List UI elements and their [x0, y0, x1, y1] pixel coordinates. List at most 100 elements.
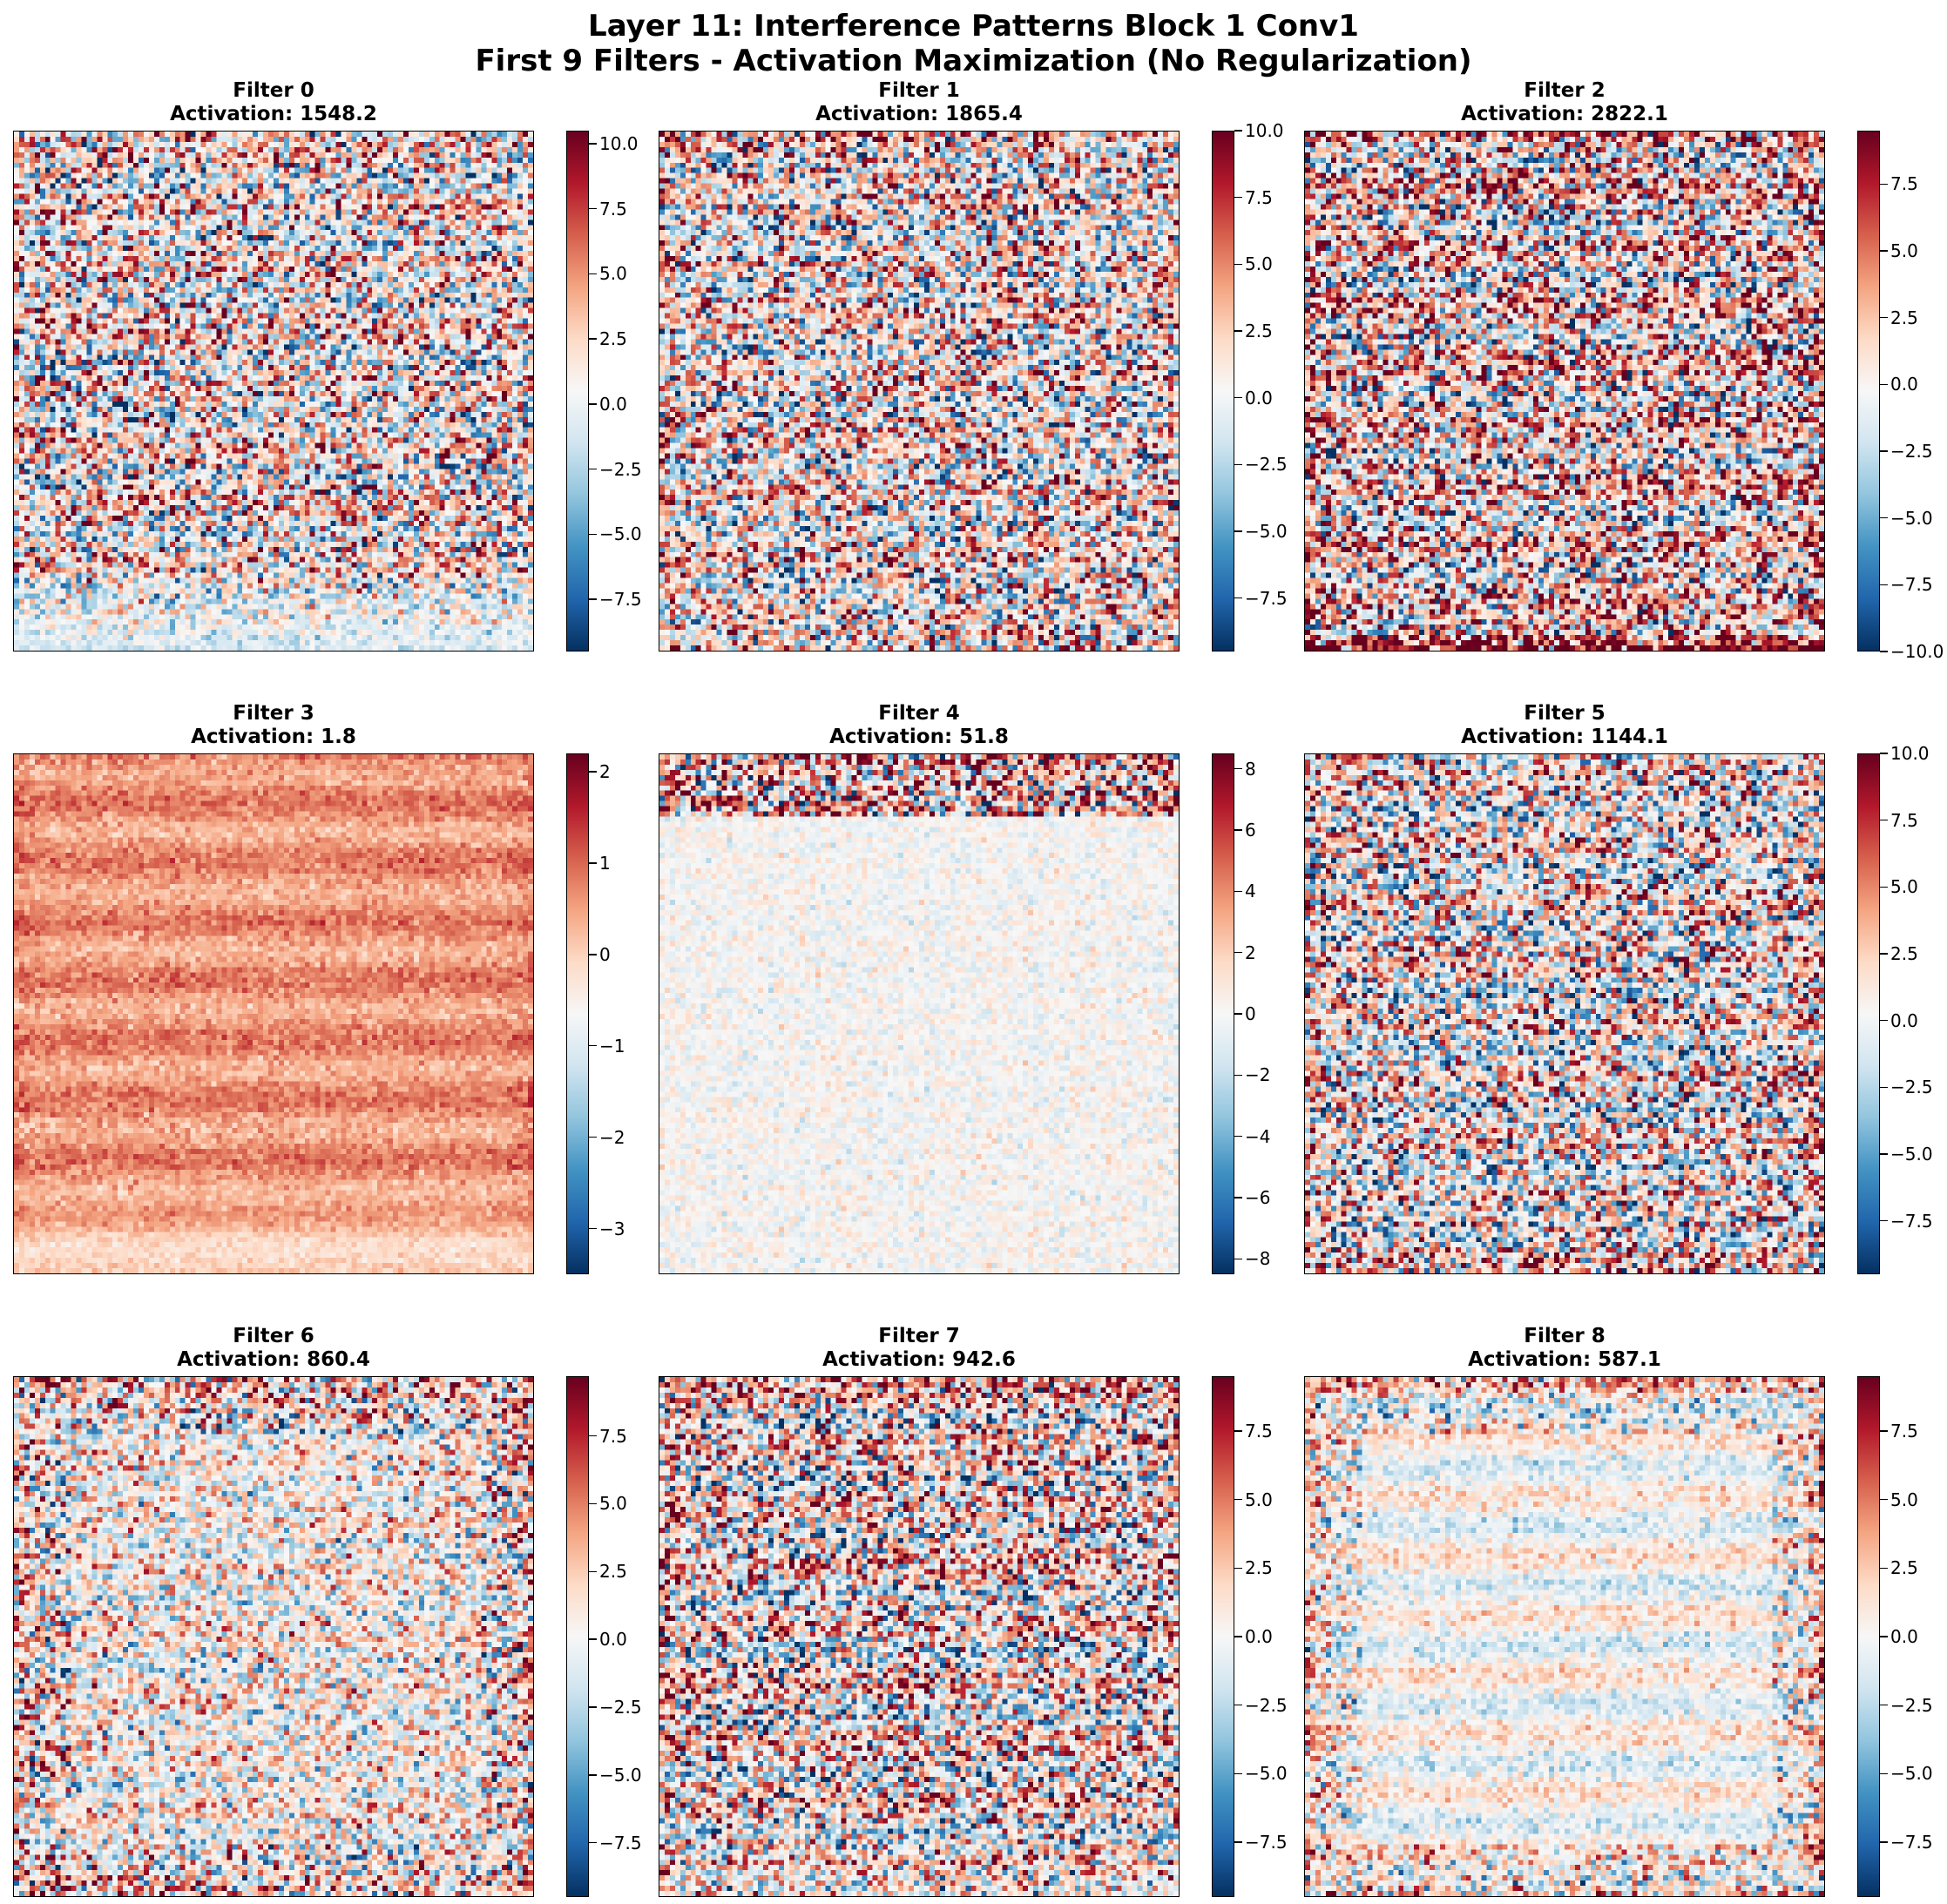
- colorbar-tick-2-1: [1880, 584, 1888, 586]
- colorbar-tick-7-4: [1234, 1567, 1242, 1570]
- colorbar-tick-label-5-2: −2.5: [1890, 1077, 1933, 1098]
- colorbar-tick-1-2: [1234, 463, 1242, 466]
- colorbar-tick-0-5: [589, 273, 597, 275]
- colorbar-tick-label-3-3: 0: [599, 943, 611, 965]
- panel-title-1: Filter 1: [878, 79, 960, 102]
- colorbar-tick-label-3-0: −3: [599, 1218, 625, 1239]
- heatmap-filter-8: [1304, 1376, 1825, 1897]
- colorbar-tick-8-1: [1880, 1772, 1888, 1775]
- colorbar-tick-8-6: [1880, 1430, 1888, 1432]
- panel-activation-2: Activation: 2822.1: [1461, 103, 1668, 125]
- colorbar-tick-label-3-2: −1: [599, 1035, 625, 1057]
- colorbar-tick-2-0: [1880, 651, 1888, 652]
- colorbar-tick-5-3: [1880, 1019, 1888, 1022]
- colorbar-tick-1-3: [1234, 396, 1242, 399]
- colorbar-tick-label-6-2: −2.5: [599, 1696, 642, 1718]
- colorbar-tick-label-7-1: −5.0: [1245, 1763, 1288, 1785]
- colorbar-2: [1857, 131, 1880, 652]
- colorbar-tick-label-2-0: −10.0: [1890, 641, 1944, 662]
- colorbar-tick-8-3: [1880, 1636, 1888, 1637]
- heatmap-pixels-1: [659, 132, 1179, 651]
- colorbar-tick-label-0-2: −2.5: [599, 458, 642, 480]
- colorbar-tick-label-6-1: −5.0: [599, 1764, 642, 1786]
- heatmap-filter-0: [13, 131, 534, 652]
- panel-title-4: Filter 4: [878, 702, 960, 725]
- colorbar-tick-4-7: [1234, 829, 1242, 831]
- colorbar-tick-label-4-5: 2: [1245, 942, 1256, 963]
- colorbar-tick-label-8-6: 7.5: [1890, 1420, 1918, 1442]
- colorbar-tick-label-1-0: −7.5: [1245, 587, 1288, 609]
- colorbar-tick-label-6-3: 0.0: [599, 1629, 627, 1651]
- heatmap-filter-7: [659, 1376, 1180, 1897]
- colorbar-tick-label-1-6: 7.5: [1245, 186, 1273, 208]
- colorbar-tick-0-0: [589, 598, 597, 600]
- colorbar-tick-2-2: [1880, 517, 1888, 519]
- colorbar-tick-3-4: [589, 862, 597, 864]
- panel-activation-8: Activation: 587.1: [1468, 1348, 1661, 1371]
- colorbar-tick-label-7-2: −2.5: [1245, 1694, 1288, 1716]
- colorbar-tick-label-4-6: 4: [1245, 881, 1256, 902]
- colorbar-tick-1-6: [1234, 196, 1242, 199]
- panel-title-8: Filter 8: [1524, 1325, 1606, 1347]
- colorbar-tick-label-5-6: 7.5: [1890, 809, 1918, 831]
- colorbar-tick-2-7: [1880, 183, 1888, 186]
- colorbar-3: [566, 753, 589, 1274]
- colorbar-tick-label-1-3: 0.0: [1245, 387, 1273, 408]
- colorbar-tick-label-5-3: 0.0: [1890, 1009, 1918, 1031]
- panel-title-0: Filter 0: [233, 79, 314, 102]
- colorbar-tick-4-3: [1234, 1074, 1242, 1077]
- heatmap-pixels-0: [14, 132, 533, 651]
- colorbar-tick-3-3: [589, 954, 597, 955]
- colorbar-tick-label-2-1: −7.5: [1890, 574, 1933, 596]
- colorbar-tick-label-7-6: 7.5: [1245, 1420, 1273, 1442]
- colorbar-tick-7-6: [1234, 1430, 1242, 1432]
- colorbar-tick-label-8-2: −2.5: [1890, 1694, 1933, 1716]
- colorbar-tick-label-2-3: −2.5: [1890, 441, 1933, 462]
- colorbar-tick-6-2: [589, 1706, 597, 1708]
- colorbar-tick-label-0-5: 5.0: [599, 263, 627, 285]
- colorbar-tick-3-1: [589, 1136, 597, 1138]
- colorbar-6: [566, 1376, 589, 1897]
- colorbar-tick-label-8-1: −5.0: [1890, 1763, 1933, 1785]
- colorbar-tick-label-4-2: −4: [1245, 1125, 1271, 1147]
- colorbar-tick-4-4: [1234, 1013, 1242, 1015]
- colorbar-0: [566, 131, 589, 652]
- colorbar-tick-7-0: [1234, 1841, 1242, 1843]
- colorbar-tick-label-0-4: 2.5: [599, 328, 627, 350]
- heatmap-filter-2: [1304, 131, 1825, 652]
- colorbar-tick-3-2: [589, 1044, 597, 1047]
- colorbar-tick-label-6-5: 5.0: [599, 1493, 627, 1515]
- colorbar-tick-4-0: [1234, 1258, 1242, 1260]
- colorbar-tick-label-8-0: −7.5: [1890, 1832, 1933, 1853]
- colorbar-tick-0-6: [589, 207, 597, 210]
- colorbar-tick-1-7: [1234, 130, 1242, 132]
- colorbar-tick-label-6-0: −7.5: [599, 1832, 642, 1853]
- colorbar-tick-5-4: [1880, 953, 1888, 955]
- panel-title-5: Filter 5: [1524, 702, 1606, 725]
- heatmap-pixels-6: [14, 1377, 533, 1896]
- colorbar-5: [1857, 753, 1880, 1274]
- colorbar-tick-1-1: [1234, 530, 1242, 532]
- colorbar-tick-7-5: [1234, 1498, 1242, 1501]
- colorbar-tick-label-7-5: 5.0: [1245, 1489, 1273, 1510]
- colorbar-tick-label-8-3: 0.0: [1890, 1626, 1918, 1647]
- panel-title-6: Filter 6: [233, 1325, 314, 1347]
- heatmap-pixels-4: [659, 754, 1179, 1273]
- colorbar-tick-7-3: [1234, 1636, 1242, 1637]
- colorbar-tick-label-0-7: 10.0: [599, 132, 639, 154]
- colorbar-tick-2-3: [1880, 450, 1888, 452]
- colorbar-tick-label-5-5: 5.0: [1890, 876, 1918, 898]
- heatmap-filter-5: [1304, 753, 1825, 1274]
- panel-title-2: Filter 2: [1524, 79, 1606, 102]
- colorbar-8: [1857, 1376, 1880, 1897]
- colorbar-tick-2-6: [1880, 250, 1888, 252]
- colorbar-tick-1-4: [1234, 330, 1242, 332]
- heatmap-pixels-8: [1305, 1377, 1824, 1896]
- colorbar-tick-label-0-1: −5.0: [599, 523, 642, 545]
- panel-activation-4: Activation: 51.8: [829, 726, 1009, 748]
- colorbar-tick-label-2-6: 5.0: [1890, 240, 1918, 261]
- colorbar-tick-4-5: [1234, 951, 1242, 954]
- heatmap-pixels-7: [659, 1377, 1179, 1896]
- colorbar-tick-label-1-2: −2.5: [1245, 454, 1288, 476]
- colorbar-tick-4-6: [1234, 890, 1242, 893]
